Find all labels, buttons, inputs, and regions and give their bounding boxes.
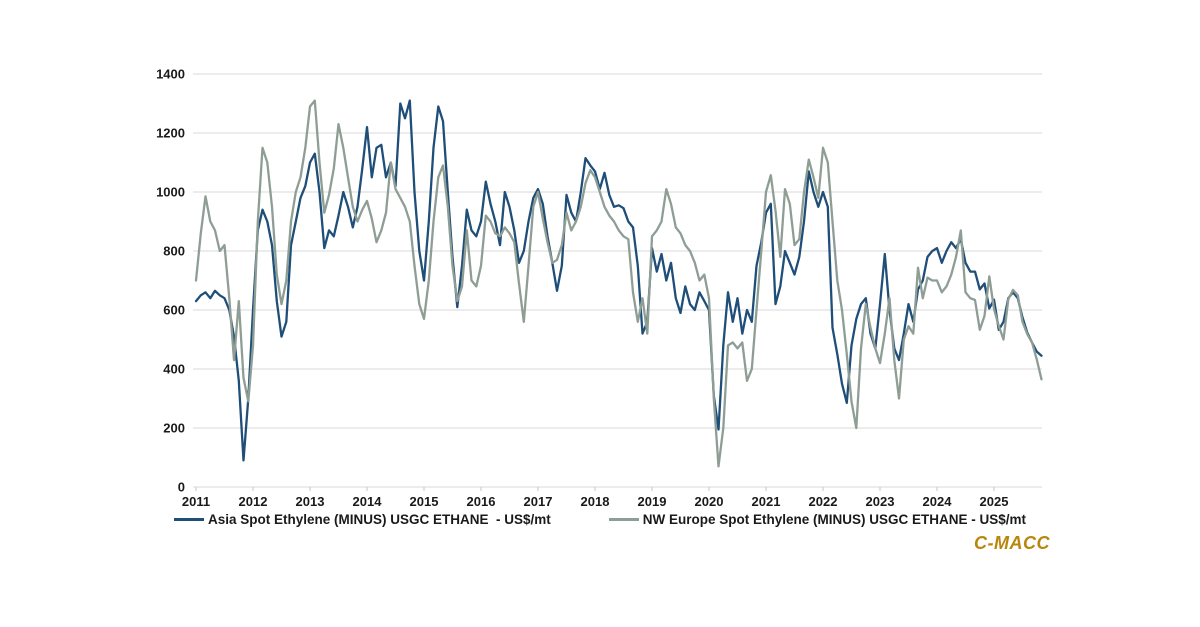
x-axis-label: 2021: [752, 494, 781, 509]
legend-item-asia: Asia Spot Ethylene (MINUS) USGC ETHANE -…: [173, 512, 551, 527]
x-axis-label: 2012: [239, 494, 268, 509]
x-axis-label: 2016: [467, 494, 496, 509]
x-axis-label: 2018: [581, 494, 610, 509]
x-axis-label: 2013: [296, 494, 325, 509]
nw-europe-line-marker: [608, 518, 639, 521]
x-axis-label: 2015: [410, 494, 439, 509]
x-axis-label: 2019: [638, 494, 667, 509]
x-axis-label: 2014: [353, 494, 383, 509]
y-axis-label: 200: [163, 421, 185, 436]
y-axis-label: 400: [163, 362, 185, 377]
x-axis-label: 2024: [923, 494, 953, 509]
x-axis-label: 2025: [980, 494, 1009, 509]
y-axis-label: 1400: [156, 67, 185, 82]
x-axis-label: 2017: [524, 494, 553, 509]
x-axis-label: 2011: [182, 494, 210, 509]
y-axis-label: 600: [163, 303, 185, 318]
nw-europe-legend-label: NW Europe Spot Ethylene (MINUS) USGC ETH…: [642, 512, 1027, 527]
y-axis-label: 1000: [156, 185, 185, 200]
y-axis-label: 800: [163, 244, 185, 259]
asia-legend-label: Asia Spot Ethylene (MINUS) USGC ETHANE -…: [207, 512, 551, 527]
x-axis-label: 2020: [695, 494, 724, 509]
chart-legend: Asia Spot Ethylene (MINUS) USGC ETHANE -…: [0, 512, 1200, 527]
x-axis-label: 2022: [809, 494, 838, 509]
y-axis-label: 0: [178, 480, 185, 495]
x-axis-label: 2023: [866, 494, 895, 509]
asia-series-line: [194, 99, 1043, 462]
nw-europe-series-line: [194, 99, 1043, 468]
asia-line-marker: [173, 518, 204, 521]
cmacc-logo: C-MACC: [974, 533, 1050, 553]
legend-item-nw-europe: NW Europe Spot Ethylene (MINUS) USGC ETH…: [608, 512, 1027, 527]
y-axis-label: 1200: [156, 126, 185, 141]
